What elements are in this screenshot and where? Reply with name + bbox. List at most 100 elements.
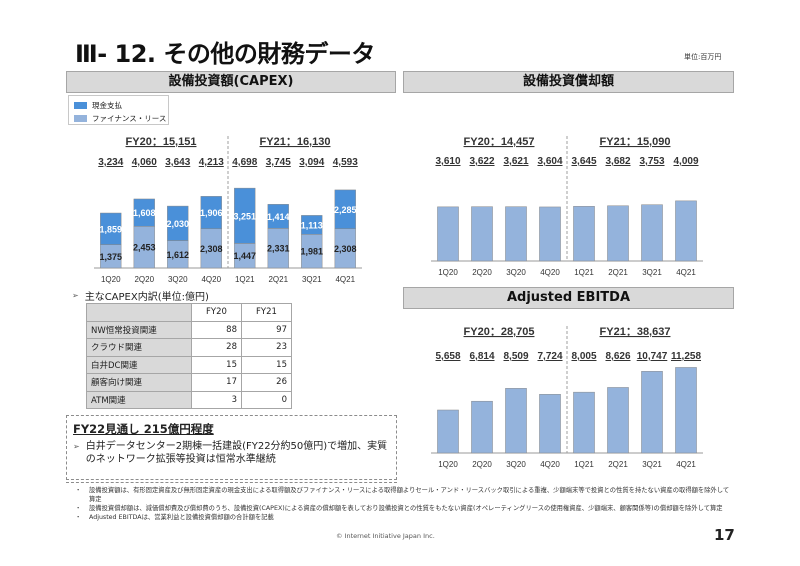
arrow-bullet-icon: ➢ [73, 442, 80, 451]
bar-value-label: 1,375 [99, 252, 122, 262]
x-tick-label: 1Q20 [438, 268, 458, 277]
quarter-total-label: 3,622 [469, 156, 494, 167]
cell-fy21: 15 [241, 355, 292, 374]
table-row: NW恒常投資関連 88 97 [86, 320, 292, 339]
quarter-total-label: 3,643 [165, 157, 190, 168]
bullet-icon: ・ [75, 514, 82, 521]
capex-chart: FY20：15,151 FY21：16,130 1Q20 3,234 1,375 1,85… [94, 136, 362, 284]
fy-total-label: FY21：15,090 [600, 136, 671, 148]
outlook-title: FY22見通し 215億円程度 [73, 422, 214, 436]
divider [66, 482, 397, 483]
x-tick-label: 3Q21 [642, 460, 662, 469]
bar [505, 388, 527, 454]
row-label: クラウド関連 [86, 338, 192, 357]
footnote-text: Adjusted EBITDAは、営業利益と設備投資償却額の合計額を記載 [89, 514, 274, 521]
legend-label-lease: ファイナンス・リース [92, 114, 167, 123]
legend-label-cash: 現金支払 [92, 101, 122, 110]
quarter-total-label: 3,234 [98, 157, 123, 168]
legend-swatch-lease [74, 115, 87, 122]
quarter-total-label: 4,593 [333, 157, 358, 168]
x-tick-label: 1Q21 [235, 275, 255, 284]
bar-cash [334, 189, 356, 230]
cell-fy20: 88 [191, 320, 242, 339]
table-header-row: FY20 FY21 [86, 303, 292, 322]
bar [437, 206, 459, 262]
bar-value-label: 1,981 [300, 247, 323, 257]
bar-cash [301, 215, 323, 235]
footnote: ・設備投資額は、有形固定資産及び無形固定資産の現金支出による取得額及びファイナン… [75, 486, 735, 504]
bar-value-label: 1,113 [301, 220, 323, 230]
quarter-total-label: 11,258 [671, 351, 701, 362]
bar [471, 400, 493, 454]
x-tick-label: 1Q21 [574, 460, 594, 469]
table-row: ATM関連 3 0 [86, 390, 292, 409]
x-tick-label: 2Q20 [472, 268, 492, 277]
table-row: 白井DC関連 15 15 [86, 355, 292, 374]
ebitda-header: Adjusted EBITDA [403, 287, 734, 309]
depreciation-header: 設備投資償却額 [403, 71, 734, 93]
quarter-total-label: 3,682 [605, 156, 630, 167]
quarter-total-label: 5,658 [435, 351, 460, 362]
cell-fy20: 17 [191, 373, 242, 392]
row-label: NW恒常投資関連 [86, 320, 192, 339]
bar-value-label: 1,612 [166, 250, 189, 260]
bar-value-label: 1,906 [200, 208, 223, 218]
bar-value-label: 2,285 [334, 205, 357, 215]
quarter-total-label: 4,698 [232, 157, 257, 168]
x-tick-label: 1Q20 [438, 460, 458, 469]
capex-breakdown-title-text: 主なCAPEX内訳(単位:億円) [84, 292, 209, 303]
arrow-bullet-icon: ➢ [72, 291, 79, 300]
bar [573, 206, 595, 262]
bullet-icon: ・ [75, 505, 82, 512]
bar-value-label: 3,251 [233, 211, 256, 221]
bar-cash [167, 205, 189, 241]
quarter-total-label: 4,213 [199, 157, 224, 168]
quarter-total-label: 6,814 [469, 351, 494, 362]
bar [437, 409, 459, 454]
bar [607, 387, 629, 454]
bar [675, 200, 697, 262]
cell-fy21: 0 [241, 390, 292, 409]
bar [675, 367, 697, 454]
x-tick-label: 3Q20 [168, 275, 188, 284]
x-tick-label: 2Q21 [608, 460, 628, 469]
x-tick-label: 4Q21 [335, 275, 355, 284]
bar-cash [200, 196, 222, 230]
x-tick-label: 3Q21 [642, 268, 662, 277]
x-tick-label: 4Q21 [676, 268, 696, 277]
cell-fy20: 15 [191, 355, 242, 374]
fy-total-label: FY20：14,457 [464, 136, 535, 148]
outlook-text: 白井データセンター2期棟一括建設(FY22分約50億円)で増加、実質のネットワー… [85, 441, 388, 465]
quarter-total-label: 4,060 [132, 157, 157, 168]
table-row: 顧客向け関連 17 26 [86, 373, 292, 392]
outlook-body: ➢ 白井データセンター2期棟一括建設(FY22分約50億円)で増加、実質のネット… [73, 440, 390, 466]
bar-value-label: 1,859 [99, 224, 122, 234]
bar-value-label: 1,447 [233, 251, 256, 261]
depreciation-chart: FY20：14,457 FY21：15,090 1Q20 3,610 2Q20 3,622… [431, 136, 703, 277]
unit-label: 単位:百万円 [684, 53, 722, 61]
bar [607, 205, 629, 262]
x-tick-label: 4Q20 [201, 275, 221, 284]
x-tick-label: 2Q20 [134, 275, 154, 284]
bar-value-label: 1,414 [267, 212, 290, 222]
bar-value-label: 2,308 [200, 244, 223, 254]
table-corner [86, 303, 192, 322]
legend-item-cash: 現金支払 [74, 100, 122, 111]
cell-fy20: 3 [191, 390, 242, 409]
bar [539, 206, 561, 262]
cell-fy21: 97 [241, 320, 292, 339]
footnote: ・設備投資償却額は、減価償却費及び償却費のうち、設備投資(CAPEX)による資産… [75, 504, 735, 513]
quarter-total-label: 8,509 [503, 351, 528, 362]
quarter-total-label: 3,745 [266, 157, 291, 168]
cell-fy21: 23 [241, 338, 292, 357]
quarter-total-label: 3,604 [537, 156, 562, 167]
quarter-total-label: 3,610 [435, 156, 460, 167]
capex-breakdown-table: FY20 FY21 NW恒常投資関連 88 97 クラウド関連 28 23 白井… [86, 303, 292, 409]
footnotes: ・設備投資額は、有形固定資産及び無形固定資産の現金支出による取得額及びファイナン… [75, 486, 735, 522]
bar-cash [133, 198, 155, 227]
footnote-text: 設備投資償却額は、減価償却費及び償却費のうち、設備投資(CAPEX)による資産の… [89, 505, 723, 512]
bullet-icon: ・ [75, 487, 82, 494]
bar [471, 206, 493, 262]
bar [573, 391, 595, 454]
bar-value-label: 2,308 [334, 244, 357, 254]
